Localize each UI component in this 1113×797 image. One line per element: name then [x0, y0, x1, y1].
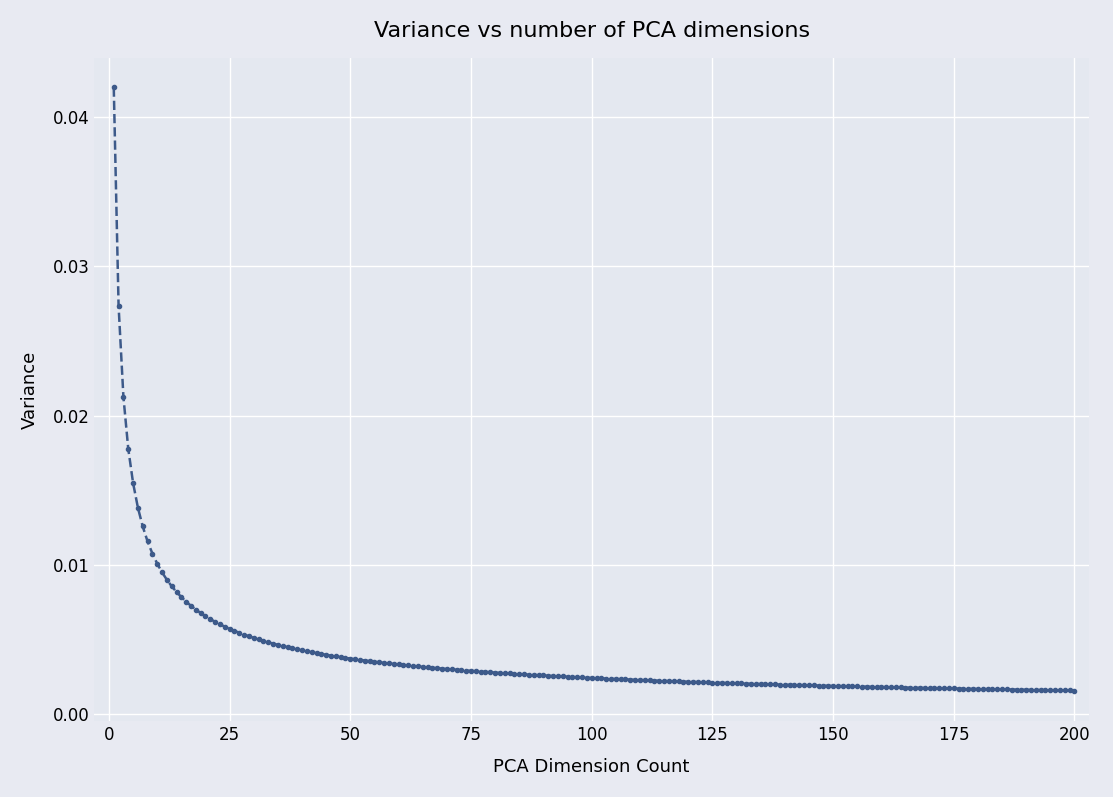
X-axis label: PCA Dimension Count: PCA Dimension Count: [493, 758, 690, 776]
Title: Variance vs number of PCA dimensions: Variance vs number of PCA dimensions: [374, 21, 810, 41]
Y-axis label: Variance: Variance: [21, 351, 39, 429]
